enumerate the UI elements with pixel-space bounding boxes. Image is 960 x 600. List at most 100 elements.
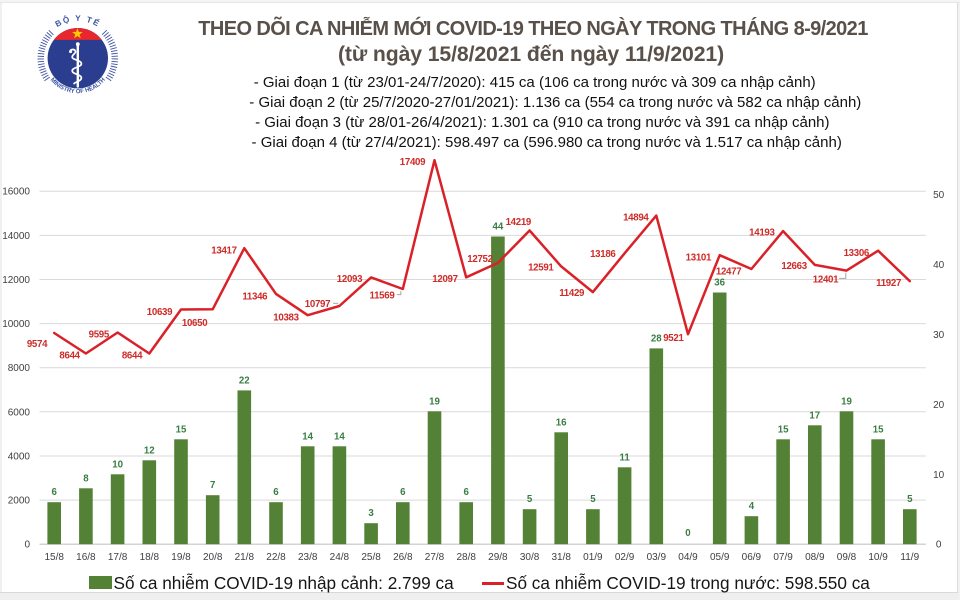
svg-text:11: 11 xyxy=(619,452,630,463)
svg-text:9574: 9574 xyxy=(27,339,48,350)
svg-text:6: 6 xyxy=(464,487,470,498)
svg-text:19: 19 xyxy=(429,396,440,407)
svg-text:10/9: 10/9 xyxy=(868,552,888,563)
svg-text:0: 0 xyxy=(936,540,942,551)
svg-text:40: 40 xyxy=(933,260,945,271)
svg-text:13306: 13306 xyxy=(844,248,870,259)
svg-text:6000: 6000 xyxy=(8,407,31,418)
svg-text:08/9: 08/9 xyxy=(805,552,825,563)
svg-text:5: 5 xyxy=(590,494,596,505)
svg-text:05/9: 05/9 xyxy=(710,552,730,563)
svg-text:12591: 12591 xyxy=(528,263,554,274)
svg-text:0: 0 xyxy=(24,540,30,551)
svg-text:11429: 11429 xyxy=(559,288,585,299)
svg-text:12093: 12093 xyxy=(337,274,363,285)
svg-text:12097: 12097 xyxy=(432,274,457,285)
svg-text:4: 4 xyxy=(749,501,755,512)
svg-text:19/8: 19/8 xyxy=(171,552,191,563)
svg-text:21/8: 21/8 xyxy=(235,552,255,563)
svg-text:22/8: 22/8 xyxy=(266,552,286,563)
svg-text:13186: 13186 xyxy=(590,249,616,260)
svg-text:0: 0 xyxy=(685,528,690,539)
svg-text:14000: 14000 xyxy=(2,231,30,242)
svg-text:6: 6 xyxy=(273,487,279,498)
svg-text:23/8: 23/8 xyxy=(298,552,318,563)
svg-text:15/8: 15/8 xyxy=(44,552,64,563)
svg-text:12663: 12663 xyxy=(781,261,807,272)
svg-text:10797: 10797 xyxy=(305,299,330,310)
svg-text:18/8: 18/8 xyxy=(140,552,160,563)
svg-text:5: 5 xyxy=(907,494,913,505)
svg-text:4000: 4000 xyxy=(8,452,31,463)
svg-text:12000: 12000 xyxy=(2,275,30,286)
svg-text:11346: 11346 xyxy=(242,292,268,303)
svg-text:36: 36 xyxy=(714,278,725,289)
svg-text:44: 44 xyxy=(493,222,504,233)
svg-text:01/9: 01/9 xyxy=(583,552,603,563)
svg-text:04/9: 04/9 xyxy=(678,552,698,563)
svg-text:30: 30 xyxy=(933,330,945,341)
svg-text:5: 5 xyxy=(527,494,533,505)
svg-text:15: 15 xyxy=(176,424,187,435)
svg-text:16/8: 16/8 xyxy=(76,552,96,563)
svg-text:10383: 10383 xyxy=(273,312,299,323)
svg-text:7: 7 xyxy=(210,480,215,491)
svg-text:10: 10 xyxy=(112,459,123,470)
svg-text:28/8: 28/8 xyxy=(456,552,476,563)
svg-text:15: 15 xyxy=(873,424,884,435)
svg-text:15: 15 xyxy=(778,424,789,435)
svg-text:12752: 12752 xyxy=(467,254,492,265)
svg-text:10: 10 xyxy=(933,470,945,481)
svg-text:2000: 2000 xyxy=(8,496,31,507)
svg-text:28: 28 xyxy=(651,333,662,344)
svg-text:11569: 11569 xyxy=(370,290,396,301)
svg-text:8644: 8644 xyxy=(122,350,143,361)
svg-text:03/9: 03/9 xyxy=(647,552,667,563)
svg-text:20: 20 xyxy=(933,400,945,411)
svg-text:17/8: 17/8 xyxy=(108,552,128,563)
svg-text:24/8: 24/8 xyxy=(330,552,350,563)
svg-text:14: 14 xyxy=(302,431,313,442)
svg-text:25/8: 25/8 xyxy=(361,552,381,563)
svg-text:26/8: 26/8 xyxy=(393,552,413,563)
svg-text:14193: 14193 xyxy=(749,228,775,239)
svg-text:12: 12 xyxy=(144,445,155,456)
svg-text:19: 19 xyxy=(841,396,852,407)
svg-text:17: 17 xyxy=(809,410,820,421)
svg-text:14: 14 xyxy=(334,431,345,442)
svg-text:06/9: 06/9 xyxy=(742,552,762,563)
svg-text:14219: 14219 xyxy=(506,217,532,228)
svg-text:6: 6 xyxy=(52,487,58,498)
svg-text:16: 16 xyxy=(556,417,567,428)
svg-text:29/8: 29/8 xyxy=(488,552,508,563)
svg-text:09/8: 09/8 xyxy=(837,552,857,563)
svg-text:17409: 17409 xyxy=(400,157,426,168)
svg-text:8: 8 xyxy=(83,473,89,484)
svg-text:9595: 9595 xyxy=(89,329,110,340)
svg-text:20/8: 20/8 xyxy=(203,552,223,563)
svg-text:8000: 8000 xyxy=(8,363,31,374)
svg-text:9521: 9521 xyxy=(663,333,684,344)
svg-text:10000: 10000 xyxy=(2,319,30,330)
svg-text:11/9: 11/9 xyxy=(900,552,919,563)
svg-text:30/8: 30/8 xyxy=(520,552,540,563)
svg-text:12477: 12477 xyxy=(716,266,741,277)
svg-text:22: 22 xyxy=(239,375,250,386)
svg-text:8644: 8644 xyxy=(59,350,80,361)
svg-text:07/9: 07/9 xyxy=(773,552,793,563)
svg-text:10650: 10650 xyxy=(182,318,207,329)
svg-text:12401: 12401 xyxy=(813,274,839,285)
svg-text:3: 3 xyxy=(368,508,374,519)
svg-text:11927: 11927 xyxy=(876,278,901,289)
svg-text:31/8: 31/8 xyxy=(551,552,571,563)
svg-text:27/8: 27/8 xyxy=(425,552,445,563)
svg-text:13417: 13417 xyxy=(211,245,236,256)
svg-text:BỘ Y TẾ: BỘ Y TẾ xyxy=(54,13,103,29)
svg-text:13101: 13101 xyxy=(686,252,712,263)
svg-text:10639: 10639 xyxy=(147,307,173,318)
svg-text:14894: 14894 xyxy=(623,213,649,224)
svg-text:50: 50 xyxy=(933,190,945,201)
svg-text:6: 6 xyxy=(400,487,406,498)
svg-text:16000: 16000 xyxy=(2,187,30,198)
svg-text:02/9: 02/9 xyxy=(615,552,635,563)
